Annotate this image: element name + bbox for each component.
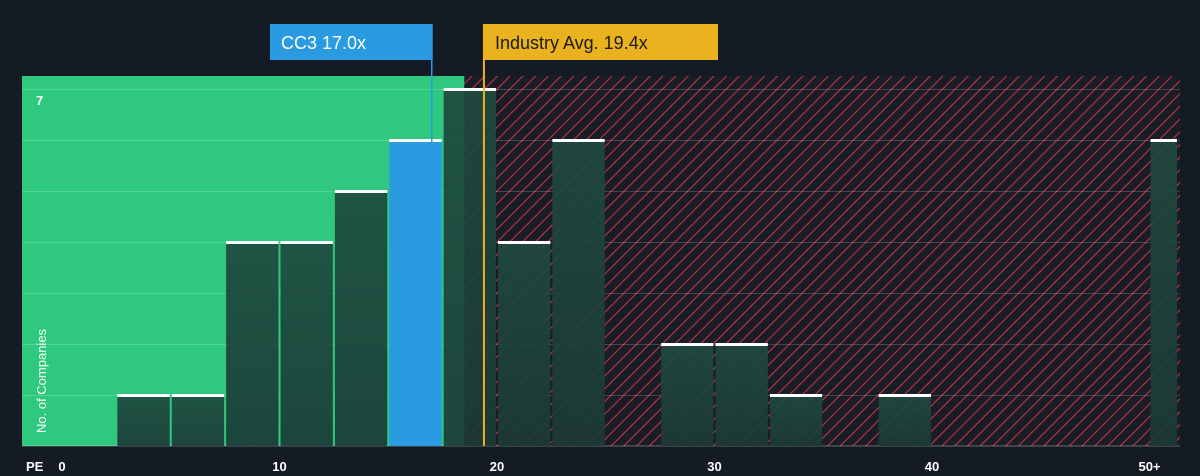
x-axis-label: PE <box>26 459 44 474</box>
histogram-bar <box>1150 140 1177 446</box>
bar-top-cap <box>443 88 496 91</box>
bar-top-cap <box>661 343 714 346</box>
industry-callout: Industry Avg. 19.4x <box>482 24 718 60</box>
x-tick-label: 0 <box>58 459 65 474</box>
x-tick-label: 40 <box>925 459 939 474</box>
histogram-bar <box>171 395 225 446</box>
histogram-bar <box>715 344 768 446</box>
bar-top-cap <box>171 394 225 397</box>
x-tick-label: 50+ <box>1138 459 1160 474</box>
bar-top-cap <box>226 241 279 244</box>
histogram-bar <box>769 395 823 446</box>
industry-callout-box <box>482 24 718 60</box>
x-tick-label: 10 <box>272 459 286 474</box>
histogram-bar <box>334 191 388 446</box>
histogram-bar <box>661 344 714 446</box>
axes: 7 No. of Companies PE 0 10 20 30 40 50+ <box>26 93 1161 474</box>
histogram-bar <box>117 395 170 446</box>
industry-callout-label: Industry Avg. 19.4x <box>495 33 648 53</box>
histogram-bar <box>226 242 279 446</box>
bar-top-cap <box>715 343 768 346</box>
x-tick-label: 30 <box>707 459 721 474</box>
bar-top-cap <box>117 394 170 397</box>
histogram-bar <box>280 242 333 446</box>
bar-top-cap <box>878 394 931 397</box>
company-callout-label: CC3 17.0x <box>281 33 366 53</box>
x-tick-label: 20 <box>490 459 504 474</box>
bar-top-cap <box>552 139 605 142</box>
histogram-bar-company <box>389 140 442 446</box>
bar-top-cap <box>280 241 333 244</box>
bar-top-cap <box>498 241 551 244</box>
bar-top-cap <box>769 394 823 397</box>
company-callout: CC3 17.0x <box>270 24 433 60</box>
histogram-bar <box>552 140 605 446</box>
marker-lines <box>431 58 485 446</box>
company-callout-box <box>270 24 433 60</box>
histogram-bars <box>117 88 1177 446</box>
bar-top-cap <box>389 139 442 142</box>
y-tick-label: 7 <box>36 93 43 108</box>
histogram-bar <box>443 89 496 446</box>
bar-top-cap <box>334 190 388 193</box>
histogram-bar <box>878 395 931 446</box>
bar-top-cap <box>1150 139 1177 142</box>
histogram-bar <box>498 242 551 446</box>
y-axis-label: No. of Companies <box>34 328 49 433</box>
